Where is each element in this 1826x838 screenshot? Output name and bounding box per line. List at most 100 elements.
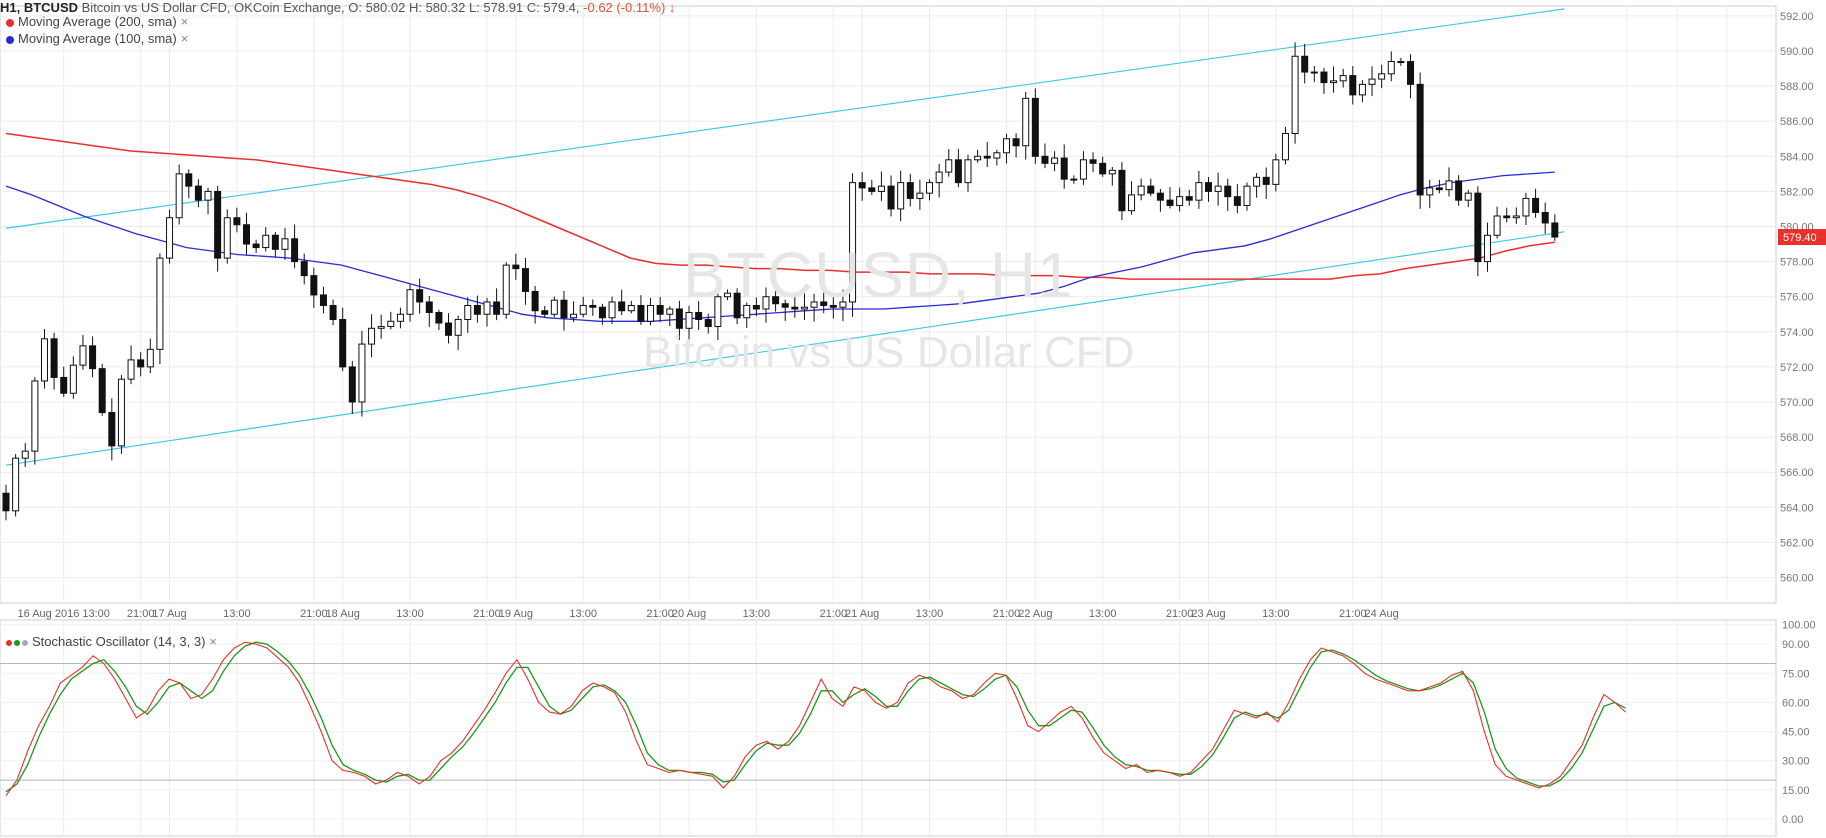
candle bbox=[1455, 175, 1463, 206]
candle bbox=[166, 209, 174, 264]
candle-body bbox=[1474, 192, 1482, 263]
candle bbox=[724, 289, 731, 301]
candle bbox=[233, 207, 241, 233]
candle-body bbox=[772, 296, 780, 305]
candle-body bbox=[31, 380, 39, 452]
candle bbox=[252, 239, 260, 253]
candle-body bbox=[310, 275, 318, 296]
candle bbox=[281, 227, 289, 260]
candle-body bbox=[435, 311, 443, 324]
price-tick-label: 582.00 bbox=[1780, 186, 1814, 198]
candle-body bbox=[368, 327, 376, 345]
candle bbox=[1137, 178, 1145, 201]
remove-stoch-icon[interactable]: × bbox=[209, 634, 217, 649]
candle bbox=[291, 224, 299, 269]
stoch-tick-label: 30.00 bbox=[1782, 756, 1810, 768]
price-change: -0.62 (-0.11%) bbox=[583, 0, 666, 15]
remove-ma200-icon[interactable]: × bbox=[180, 14, 189, 29]
candle-body bbox=[291, 238, 299, 263]
candle bbox=[1339, 68, 1347, 88]
candle-body bbox=[1128, 194, 1136, 212]
candle bbox=[579, 296, 587, 318]
candle bbox=[175, 164, 183, 225]
candle-body bbox=[983, 155, 991, 159]
time-tick-label: 21:00 bbox=[127, 608, 155, 620]
candle-body bbox=[849, 182, 857, 303]
candle bbox=[1512, 207, 1520, 225]
candle bbox=[319, 286, 327, 314]
candle bbox=[550, 296, 558, 318]
candle bbox=[368, 314, 376, 358]
candle bbox=[704, 313, 712, 334]
candle-body bbox=[40, 338, 48, 382]
candle bbox=[483, 297, 491, 327]
candle bbox=[243, 212, 250, 255]
remove-ma100-icon[interactable]: × bbox=[180, 31, 189, 46]
candle-body bbox=[945, 159, 953, 173]
candle bbox=[521, 257, 529, 305]
candle bbox=[1108, 166, 1116, 186]
legend-ma100[interactable]: Moving Average (100, sma) × bbox=[6, 31, 188, 46]
candle bbox=[50, 332, 58, 390]
candle-body bbox=[214, 190, 222, 259]
candle bbox=[1416, 72, 1424, 209]
candle-body bbox=[1330, 80, 1338, 84]
candle-body bbox=[425, 301, 433, 313]
candle bbox=[695, 301, 703, 330]
candle bbox=[69, 356, 77, 399]
candle-body bbox=[560, 299, 568, 319]
price-tick-label: 562.00 bbox=[1780, 537, 1814, 549]
candle bbox=[416, 278, 424, 314]
candle-body bbox=[1176, 196, 1184, 206]
time-tick-label: 13:00 bbox=[916, 608, 944, 620]
candle-body bbox=[743, 304, 751, 319]
candle bbox=[800, 293, 808, 320]
time-tick-label: 21:00 bbox=[993, 608, 1021, 620]
candle-body bbox=[127, 359, 135, 380]
stoch-tick-label: 45.00 bbox=[1782, 727, 1810, 739]
candle-body bbox=[243, 224, 250, 245]
candle bbox=[656, 296, 664, 322]
legend-stochastic[interactable]: Stochastic Oscillator (14, 3, 3) × bbox=[6, 634, 217, 649]
candle-body bbox=[1455, 180, 1463, 201]
candle bbox=[1272, 153, 1280, 192]
candle bbox=[223, 209, 231, 264]
price-tick-label: 560.00 bbox=[1780, 573, 1814, 585]
candle bbox=[1041, 143, 1049, 169]
time-tick-label: 13:00 bbox=[743, 608, 771, 620]
stoch-tick-label: 100.00 bbox=[1782, 620, 1816, 632]
candle bbox=[1089, 152, 1097, 173]
candle bbox=[829, 296, 837, 319]
candle bbox=[1358, 80, 1366, 103]
candle-body bbox=[1503, 215, 1511, 219]
candle-body bbox=[1464, 192, 1472, 201]
axes: 592.00590.00588.00586.00584.00582.00580.… bbox=[18, 11, 1826, 826]
candle-body bbox=[396, 313, 404, 322]
candle bbox=[454, 315, 462, 351]
candle bbox=[926, 179, 934, 201]
candle-body bbox=[1233, 196, 1241, 206]
candle bbox=[1214, 172, 1222, 206]
candle-body bbox=[464, 304, 472, 321]
candle-body bbox=[1012, 138, 1020, 147]
candle-body bbox=[829, 304, 837, 308]
candle-body bbox=[1089, 159, 1097, 164]
candle bbox=[849, 173, 857, 317]
candle-body bbox=[570, 313, 578, 319]
moving-averages bbox=[5, 132, 1555, 322]
candle bbox=[1060, 144, 1068, 189]
candle bbox=[329, 299, 337, 326]
candle-body bbox=[800, 306, 808, 310]
candle bbox=[916, 179, 924, 210]
price-panel-frame bbox=[0, 5, 1777, 604]
time-tick-label: 18 Aug bbox=[326, 608, 360, 620]
candle-body bbox=[406, 289, 414, 315]
candle-body bbox=[12, 457, 20, 512]
candle-body bbox=[954, 159, 962, 184]
candle-body bbox=[1041, 155, 1049, 164]
candle-body bbox=[1358, 83, 1366, 96]
candle bbox=[262, 227, 270, 252]
price-tick-label: 592.00 bbox=[1780, 11, 1814, 23]
legend-ma200[interactable]: Moving Average (200, sma) × bbox=[6, 14, 188, 29]
